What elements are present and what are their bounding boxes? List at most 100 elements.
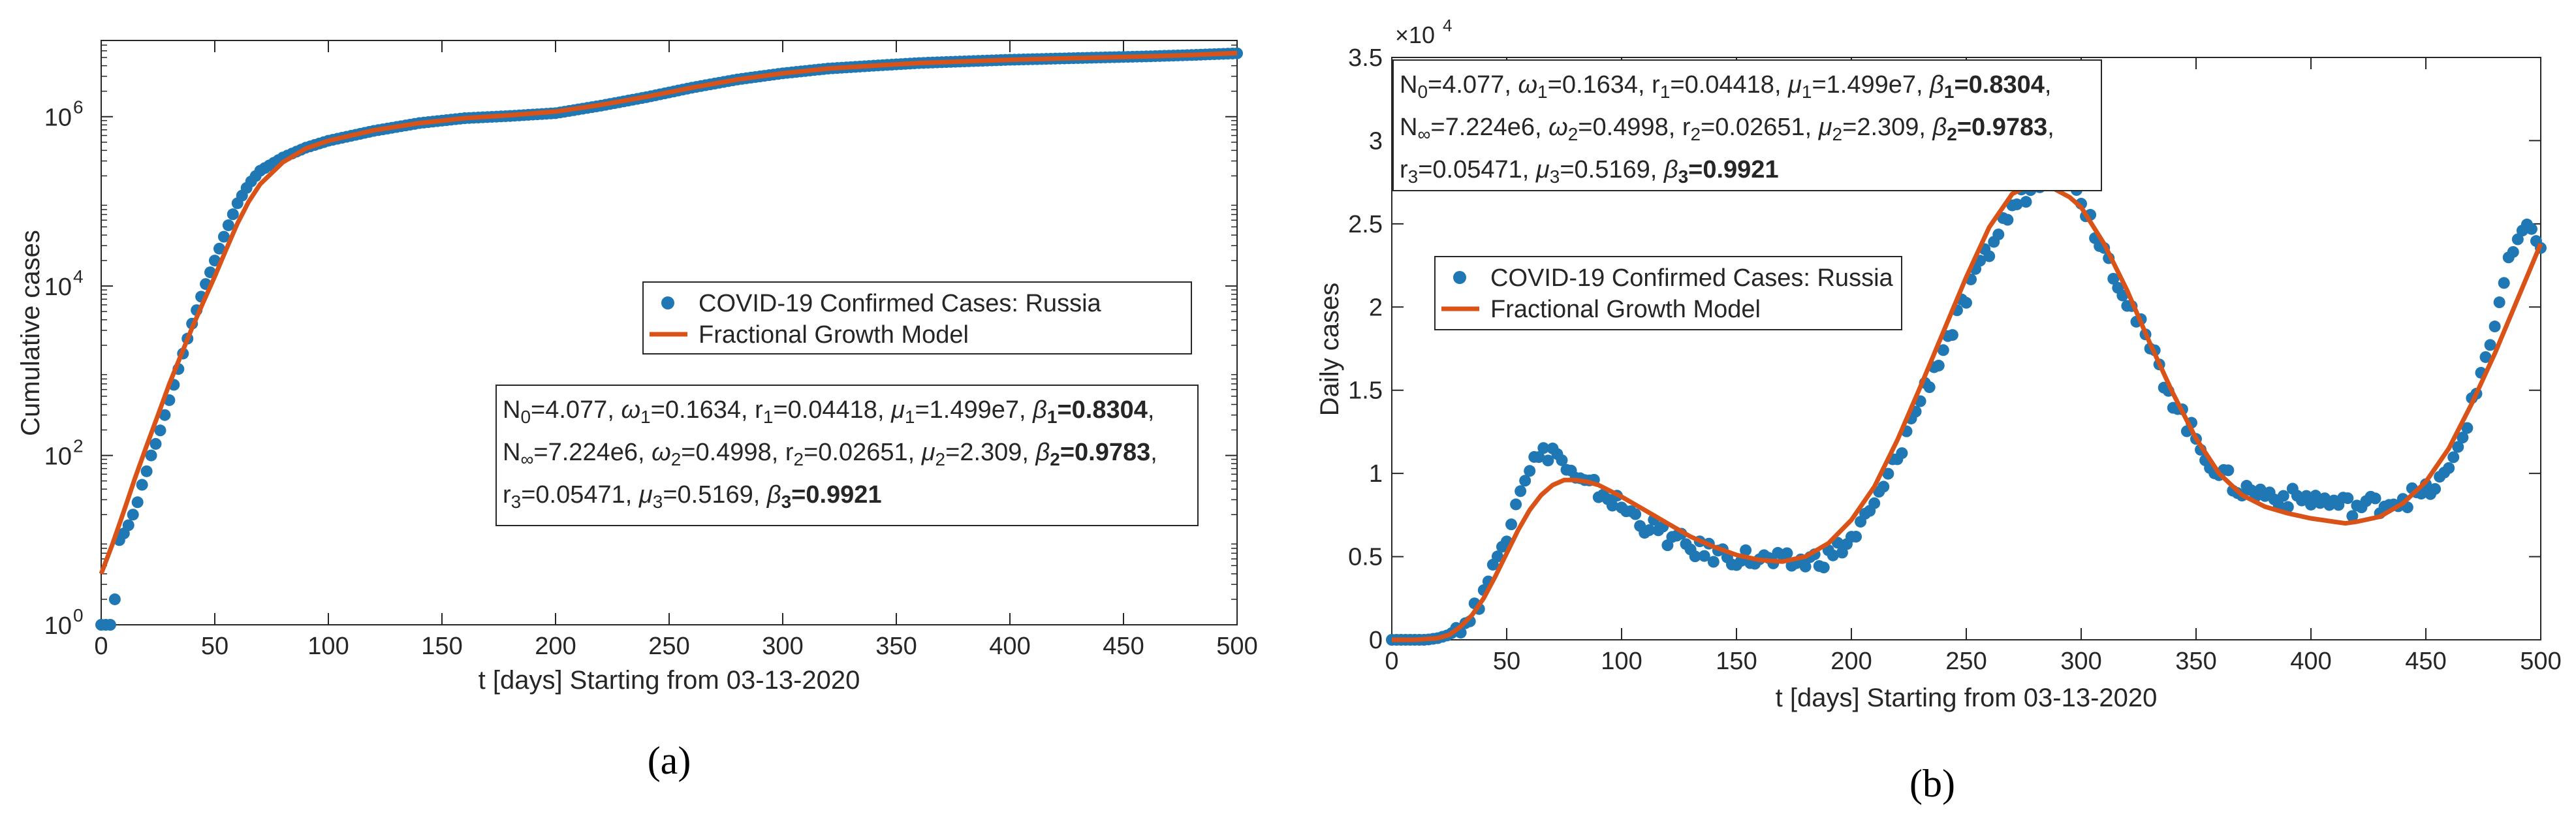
data-point [2369, 492, 2381, 505]
parameter-run: 2 [1947, 124, 1957, 144]
parameter-run: =0.1634, r [1548, 71, 1661, 99]
parameter-run: 0 [520, 407, 531, 427]
parameter-run: =0.8304 [1954, 71, 2044, 99]
parameter-run: 1 [763, 407, 774, 427]
data-point [149, 437, 162, 450]
parameter-run: r [503, 481, 511, 509]
x-tick-label: 200 [535, 633, 576, 660]
x-tick-label: 500 [2520, 648, 2561, 675]
x-tick-label: 250 [648, 633, 689, 660]
data-point [2507, 245, 2519, 258]
panel-b-label: (b) [1909, 762, 1955, 805]
data-point [1983, 250, 1996, 262]
data-point [1606, 499, 1618, 512]
data-point [222, 219, 234, 232]
data-point [1556, 454, 1568, 466]
panel-a-x-axis-label: t [days] Starting from 03-13-2020 [479, 666, 860, 695]
panel-b-x-axis-label: t [days] Starting from 03-13-2020 [1776, 684, 2158, 712]
parameter-run: =1.499e7, [915, 396, 1033, 424]
x-tick-label: 300 [762, 633, 803, 660]
data-point [1960, 296, 1972, 309]
panel-b-parameter-box: N0=4.077, ω1=0.1634, r1=0.04418, μ1=1.49… [1392, 59, 2102, 191]
x-tick-label: 150 [421, 633, 462, 660]
parameter-run: N [503, 396, 520, 424]
x-tick-label: 500 [1216, 633, 1257, 660]
legend-box [642, 281, 1192, 355]
data-point [2443, 462, 2455, 474]
panel-b-y-multiplier: ×10 4 [1395, 16, 1452, 48]
parameter-run: =0.9921 [791, 481, 881, 509]
legend-entry-data: COVID-19 Confirmed Cases: Russia [699, 290, 1102, 317]
parameter-run: μ [1818, 114, 1832, 141]
x-tick-label: 400 [989, 633, 1030, 660]
parameter-line: r3=0.05471, μ3=0.5169, β3=0.9921 [1400, 156, 1779, 187]
parameter-run: r [1400, 156, 1408, 183]
panel-b-x-tick-labels: 0 50 100 150 200 250 300 350 400 450 500 [1385, 648, 2561, 675]
data-point [2511, 233, 2524, 245]
parameter-run: ω [652, 439, 671, 466]
y-tick-exponent: 2 [73, 436, 84, 456]
y-tick-label: 1 [1369, 460, 1383, 488]
parameter-run: =0.9783 [1060, 439, 1150, 466]
data-point [2107, 272, 2120, 285]
x-tick-label: 350 [875, 633, 917, 660]
panel-a-label: (a) [648, 739, 691, 782]
y-tick-label: 1.5 [1348, 377, 1383, 405]
parameter-run: 3 [781, 492, 792, 512]
x-tick-label: 150 [1716, 648, 1757, 675]
parameter-run: =2.309, [945, 439, 1035, 466]
data-point [1896, 447, 1908, 460]
data-point [2452, 441, 2464, 453]
parameter-run: 1 [1537, 82, 1548, 102]
panel-b-y-axis-label: Daily cases [1315, 283, 1344, 417]
parameter-run: =1.499e7, [1812, 71, 1930, 99]
data-point [1868, 497, 1881, 509]
data-point [217, 230, 230, 243]
data-point [127, 509, 139, 521]
data-point [1515, 485, 1527, 497]
panel-b-model-line [1392, 180, 2543, 642]
x-tick-label: 100 [1601, 648, 1642, 675]
x-tick-label: 200 [1830, 648, 1872, 675]
parameter-box-frame [1392, 59, 2102, 191]
panel-b-y-tick-labels: 0 0.5 1 1.5 2 2.5 3 3.5 [1348, 44, 1383, 654]
parameter-run: β [1929, 71, 1944, 99]
legend-entry-model: Fractional Growth Model [1490, 296, 1761, 323]
parameter-run: , [1150, 439, 1157, 466]
y-tick-exponent: 0 [73, 605, 84, 625]
y-tick-exponent: 6 [73, 97, 84, 118]
parameter-run: μ [638, 481, 653, 509]
data-point [1923, 381, 1936, 394]
parameter-run: 3 [1408, 166, 1419, 187]
panel-a-y-axis-label: Cumulative cases [16, 230, 45, 436]
parameter-run: β [766, 481, 781, 509]
data-point [136, 479, 148, 491]
data-point [1542, 454, 1554, 467]
parameter-line: N∞=7.224e6, ω2=0.4998, r2=0.02651, μ2=2.… [503, 439, 1157, 469]
parameter-run: μ [1535, 156, 1550, 183]
data-point [2525, 223, 2537, 235]
data-point [145, 449, 157, 462]
parameter-run: =0.4998, r [1578, 114, 1691, 141]
data-point [2020, 196, 2032, 208]
data-point [2489, 321, 2501, 333]
data-point [1524, 465, 1536, 477]
parameter-run: 3 [511, 492, 522, 512]
parameter-run: ω [1518, 71, 1537, 99]
data-point [1491, 550, 1503, 563]
data-point [2346, 510, 2359, 522]
legend-marker-scatter [661, 296, 674, 309]
parameter-run: =0.4998, r [681, 439, 794, 466]
data-point [2484, 339, 2496, 351]
data-point [1799, 560, 1812, 573]
panel-a-ticks [101, 40, 1238, 625]
parameter-run: =4.077, [531, 396, 621, 424]
parameter-run: μ [1787, 71, 1802, 99]
parameter-run: =2.309, [1842, 114, 1932, 141]
legend-entry-data: COVID-19 Confirmed Cases: Russia [1490, 264, 1894, 292]
parameter-run: 1 [1660, 82, 1671, 102]
parameter-box-frame [495, 385, 1199, 526]
